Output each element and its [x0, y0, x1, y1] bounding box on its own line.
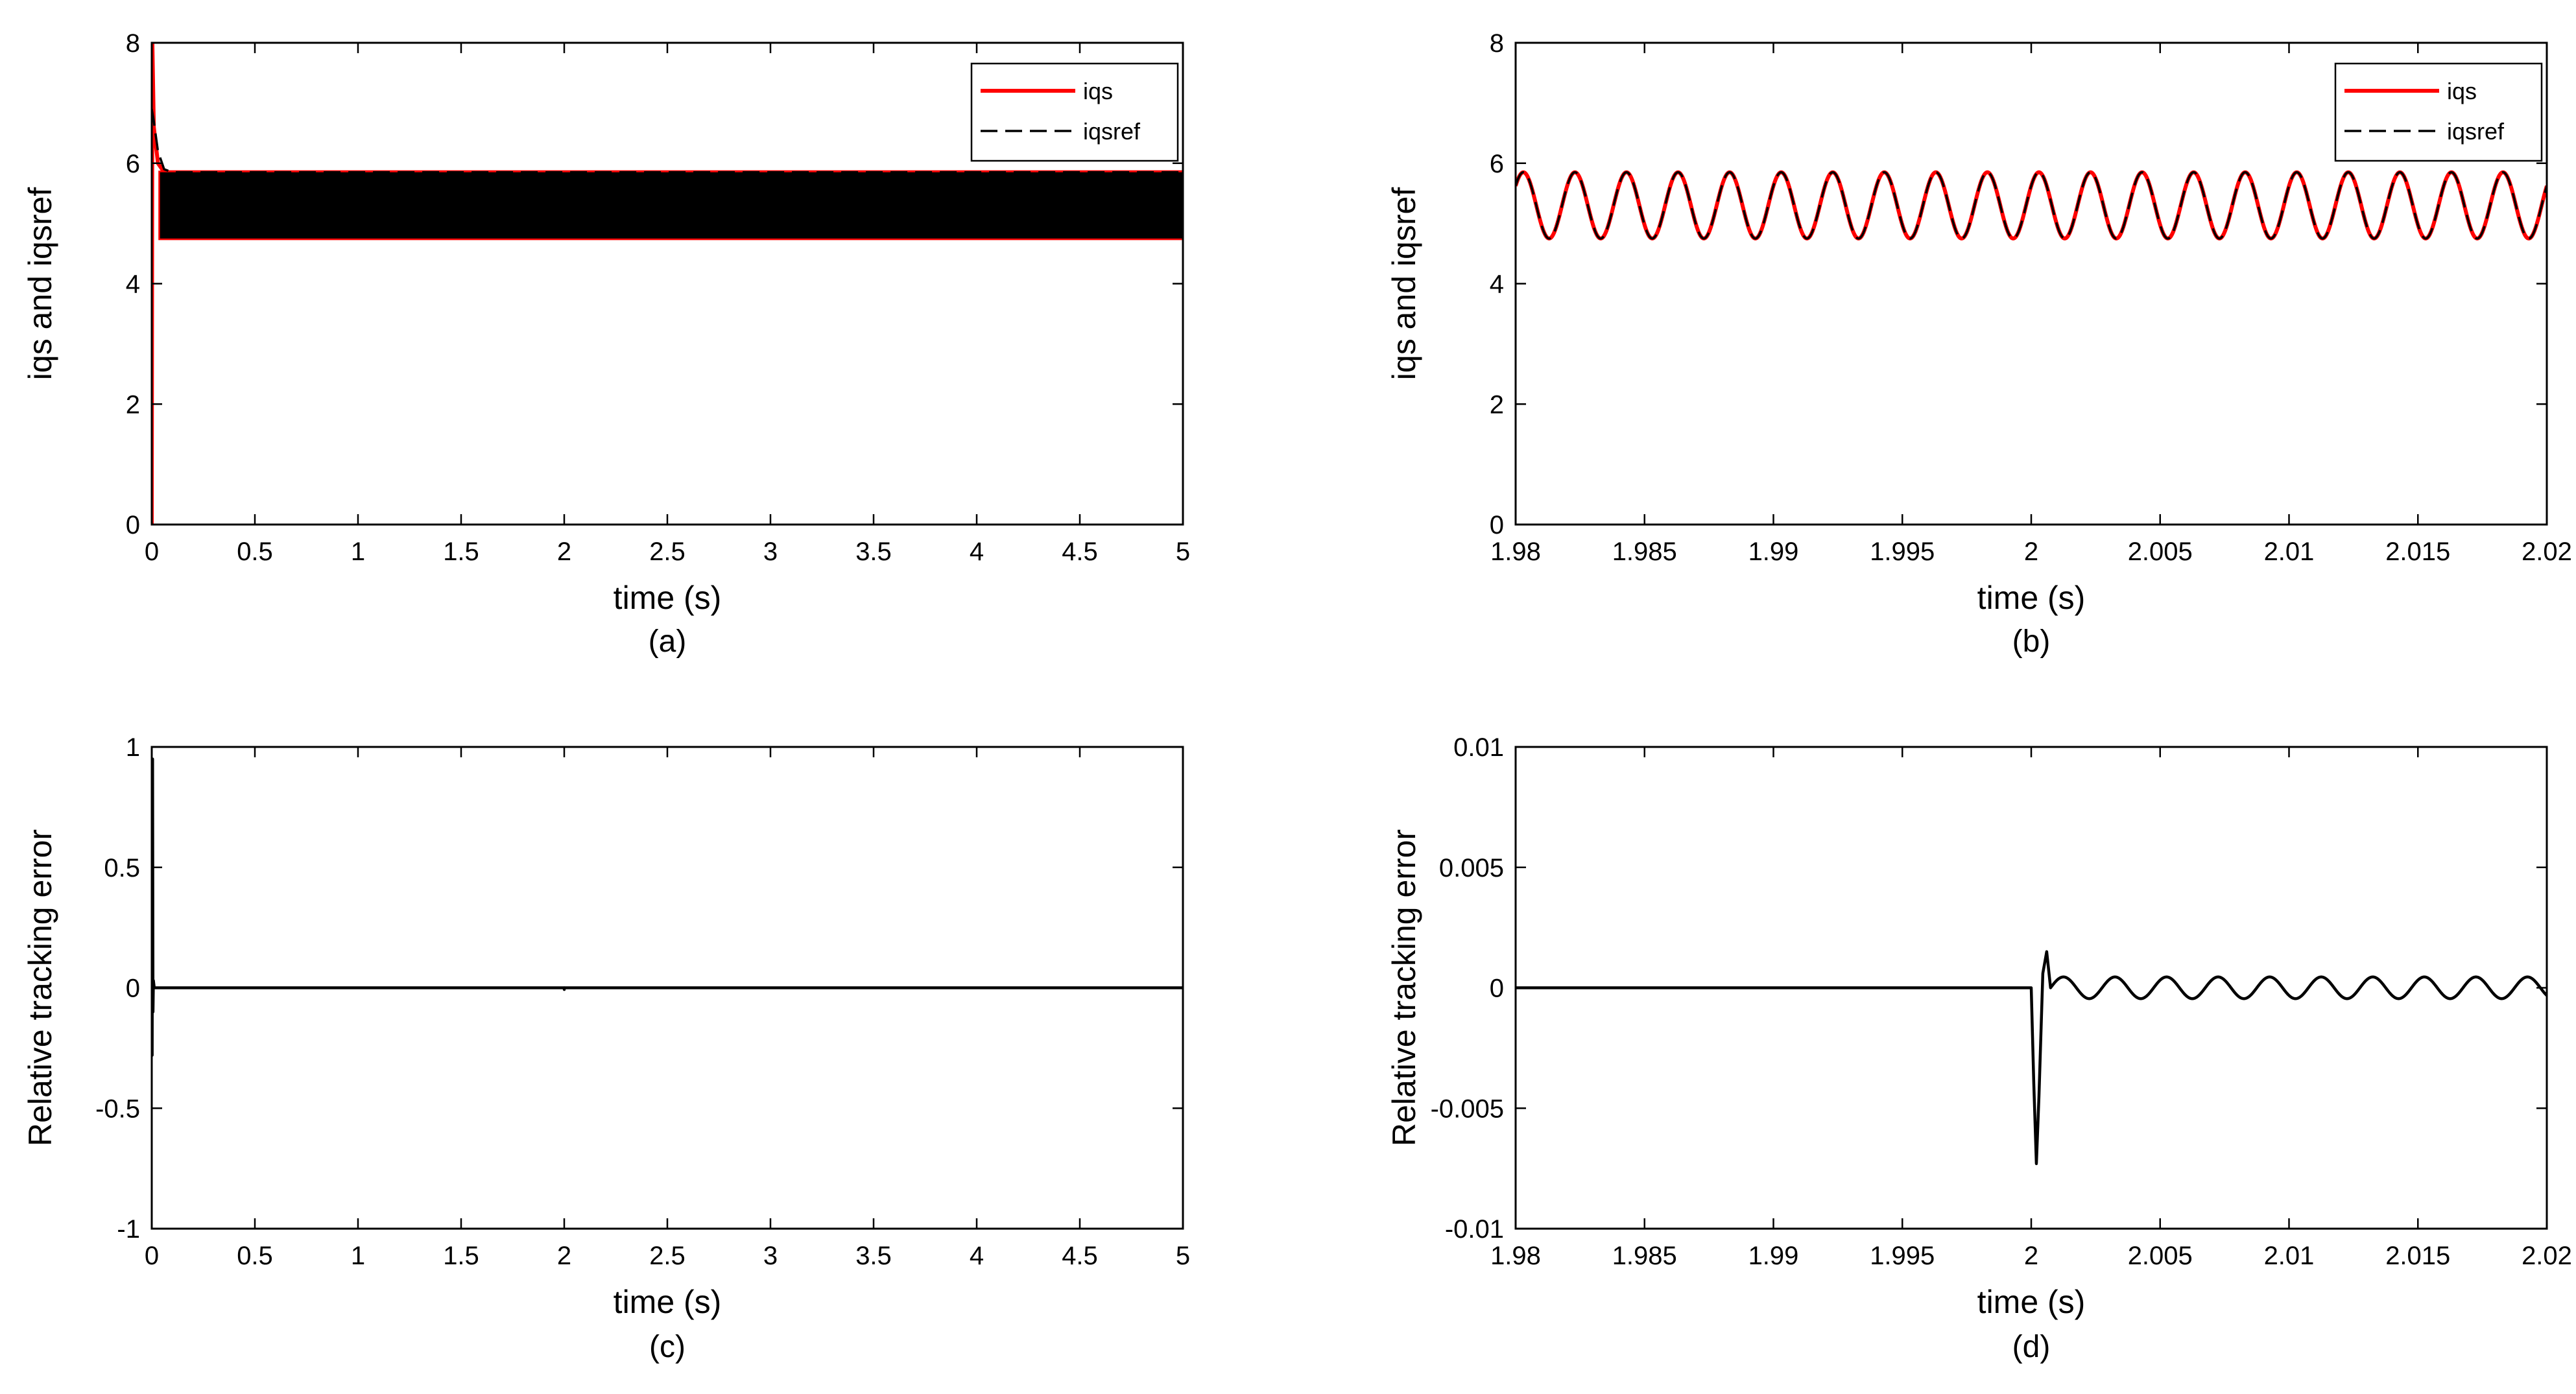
y-tick-label: 0: [126, 975, 140, 1003]
x-tick-label: 2.5: [649, 1242, 686, 1270]
panel-b-legend-iqs-label: iqs: [2447, 78, 2477, 104]
panel-c: 0 0.5 1 1.5 2 2.5 3 3.5 4 4.5 5 -1 -0.5 0 0.5 1 time (s…: [22, 733, 1190, 1364]
x-tick-label: 5: [1176, 538, 1190, 566]
x-tick-label: 1.995: [1870, 538, 1935, 566]
y-tick-label: 0.01: [1453, 733, 1504, 762]
panel-c-y-axis-label: Relative tracking error: [22, 829, 58, 1146]
x-tick-label: 2: [557, 1242, 571, 1270]
y-tick-label: 4: [126, 270, 140, 299]
panel-c-x-axis-label: time (s): [614, 1284, 722, 1320]
x-tick-label: 2.5: [649, 538, 686, 566]
x-tick-label: 1.985: [1612, 538, 1677, 566]
panel-a-x-axis-label: time (s): [614, 580, 722, 616]
x-tick-label: 1.99: [1748, 538, 1799, 566]
y-tick-label: -0.01: [1445, 1215, 1504, 1244]
panel-d-y-axis-label: Relative tracking error: [1386, 829, 1422, 1146]
panel-b-legend-iqsref-label: iqsref: [2447, 118, 2505, 145]
y-tick-label: 0: [1490, 511, 1504, 539]
x-tick-label: 2.005: [2128, 1242, 2193, 1270]
y-tick-label: -0.005: [1431, 1094, 1504, 1123]
x-tick-label: 0.5: [237, 1242, 273, 1270]
y-tick-label: -1: [117, 1215, 140, 1244]
panel-c-ticks: 0 0.5 1 1.5 2 2.5 3 3.5 4 4.5 5 -1 -0.5 0 0.5 1: [95, 733, 1190, 1270]
x-tick-label: 5: [1176, 1242, 1190, 1270]
x-tick-label: 0: [145, 1242, 159, 1270]
panel-d-x-axis-label: time (s): [1977, 1284, 2086, 1320]
panel-a-y-axis-label: iqs and iqsref: [22, 187, 58, 380]
y-tick-label: 0: [1490, 975, 1504, 1003]
x-tick-label: 2.015: [2385, 538, 2450, 566]
panel-d: 1.98 1.985 1.99 1.995 2 2.005 2.01 2.015 2.02 -0.…: [1386, 733, 2572, 1364]
x-tick-label: 3.5: [855, 1242, 892, 1270]
x-tick-label: 2: [2024, 1242, 2038, 1270]
panel-a-caption: (a): [649, 624, 687, 659]
x-tick-label: 1.98: [1490, 1242, 1541, 1270]
x-tick-label: 0.5: [237, 538, 273, 566]
panel-d-caption: (d): [2012, 1330, 2051, 1364]
panel-b-legend: iqs iqsref: [2334, 62, 2543, 162]
x-tick-label: 1: [351, 1242, 365, 1270]
y-tick-label: 0: [126, 511, 140, 539]
x-tick-label: 4: [970, 1242, 984, 1270]
x-tick-label: 2: [2024, 538, 2038, 566]
x-tick-label: 4.5: [1062, 1242, 1098, 1270]
panel-a-legend: iqs iqsref: [970, 62, 1179, 162]
panel-b: 1.98 1.985 1.99 1.995 2 2.005 2.01 2.015 2.02 0 2 4…: [1386, 29, 2572, 659]
x-tick-label: 2: [557, 538, 571, 566]
panel-d-marks: [1516, 950, 2547, 1165]
panel-b-ticks: 1.98 1.985 1.99 1.995 2 2.005 2.01 2.015 2.02 0 2 4…: [1490, 29, 2572, 566]
y-tick-label: 0.5: [104, 854, 140, 882]
y-tick-label: -0.5: [95, 1094, 140, 1123]
panel-b-x-axis-label: time (s): [1977, 580, 2086, 616]
panel-b-caption: (b): [2012, 624, 2051, 659]
y-tick-label: 8: [1490, 29, 1504, 58]
y-tick-label: 2: [126, 390, 140, 419]
x-tick-label: 1.995: [1870, 1242, 1935, 1270]
panel-a-ticks: 0 0.5 1 1.5 2 2.5 3 3.5 4 4.5 5 0 2 4 6 8: [126, 29, 1190, 566]
x-tick-label: 1.98: [1490, 538, 1541, 566]
panel-c-caption: (c): [649, 1330, 686, 1364]
x-tick-label: 1.5: [443, 1242, 479, 1270]
panel-a-legend-iqsref-label: iqsref: [1083, 118, 1141, 145]
x-tick-label: 2.01: [2264, 538, 2315, 566]
y-tick-label: 1: [126, 733, 140, 762]
iqsref-series-line: [152, 108, 1183, 174]
panel-a-legend-iqs-label: iqs: [1083, 78, 1113, 104]
x-tick-label: 4: [970, 538, 984, 566]
panel-d-ticks: 1.98 1.985 1.99 1.995 2 2.005 2.01 2.015 2.02 -0.…: [1431, 733, 2572, 1270]
panel-a-legend-box: [970, 62, 1179, 162]
x-tick-label: 3: [763, 538, 778, 566]
x-tick-label: 1.99: [1748, 1242, 1799, 1270]
iqsref-series-oscillation-band: [160, 172, 1183, 239]
x-tick-label: 2.01: [2264, 1242, 2315, 1270]
panel-b-legend-box: [2334, 62, 2543, 162]
x-tick-label: 3: [763, 1242, 778, 1270]
error-series-line: [1516, 950, 2547, 1165]
iqsref-series-line: [1516, 171, 2547, 240]
y-tick-label: 0.005: [1439, 854, 1504, 882]
y-tick-label: 6: [1490, 150, 1504, 178]
x-tick-label: 4.5: [1062, 538, 1098, 566]
x-tick-label: 0: [145, 538, 159, 566]
panel-b-marks: [1516, 170, 2547, 241]
x-tick-label: 2.005: [2128, 538, 2193, 566]
x-tick-label: 1: [351, 538, 365, 566]
panel-a: 0 0.5 1 1.5 2 2.5 3 3.5 4 4.5 5 0 2 4 6 8 iqs iqsref ti…: [22, 29, 1190, 659]
y-tick-label: 8: [126, 29, 140, 58]
panel-b-y-axis-label: iqs and iqsref: [1386, 187, 1422, 380]
y-tick-label: 2: [1490, 390, 1504, 419]
x-tick-label: 2.02: [2522, 1242, 2572, 1270]
y-tick-label: 6: [126, 150, 140, 178]
x-tick-label: 2.015: [2385, 1242, 2450, 1270]
x-tick-label: 3.5: [855, 538, 892, 566]
x-tick-label: 1.5: [443, 538, 479, 566]
x-tick-label: 1.985: [1612, 1242, 1677, 1270]
x-tick-label: 2.02: [2522, 538, 2572, 566]
y-tick-label: 4: [1490, 270, 1504, 299]
